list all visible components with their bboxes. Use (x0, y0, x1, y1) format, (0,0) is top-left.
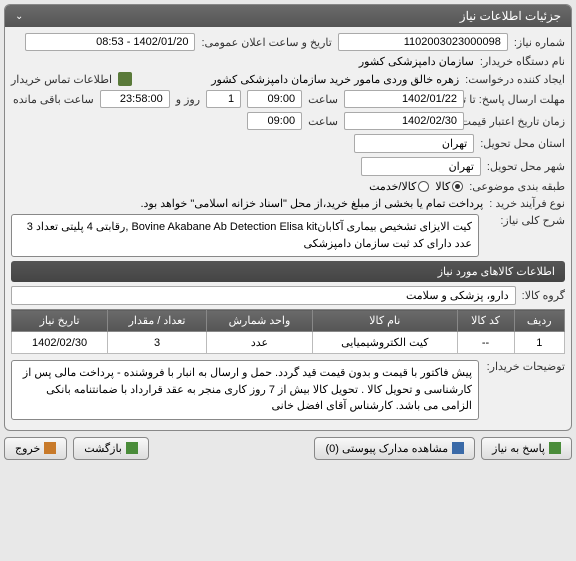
col-qty: تعداد / مقدار (108, 310, 207, 332)
buyer-notes-label: توضیحات خریدار: (485, 360, 565, 373)
category-goods-radio[interactable]: کالا (435, 180, 463, 193)
deadline-date: 1402/01/22 (344, 90, 464, 108)
need-desc-box: کیت الایزای تشخیص بیماری آکابانBovine Ak… (11, 214, 479, 257)
category-service-text: کالا/خدمت (369, 180, 416, 193)
public-datetime-field: 1402/01/20 - 08:53 (25, 33, 195, 51)
panel-header[interactable]: جزئیات اطلاعات نیاز ⌄ (5, 5, 571, 27)
exit-button[interactable]: خروج (4, 437, 67, 460)
items-section-header: اطلاعات کالاهای مورد نیاز (11, 261, 565, 282)
validity-time: 09:00 (247, 112, 302, 130)
back-label: بازگشت (84, 442, 122, 455)
buyer-value: سازمان دامپزشکی کشور (359, 55, 474, 68)
footer-bar: پاسخ به نیاز مشاهده مدارک پیوستی (0) باز… (4, 437, 572, 460)
respond-button[interactable]: پاسخ به نیاز (481, 437, 572, 460)
form-body: شماره نیاز: 1102003023000098 تاریخ و ساع… (5, 27, 571, 430)
validity-label: زمان تاریخ اعتبار قیمت: تا تاریخ: (470, 115, 565, 128)
attachments-icon (452, 442, 464, 454)
items-table: ردیف کد کالا نام کالا واحد شمارش تعداد /… (11, 309, 565, 354)
public-datetime-label: تاریخ و ساعت اعلان عمومی: (201, 36, 331, 49)
details-panel: جزئیات اطلاعات نیاز ⌄ شماره نیاز: 110200… (4, 4, 572, 431)
buyer-label: نام دستگاه خریدار: (480, 55, 565, 68)
deadline-time: 09:00 (247, 90, 302, 108)
back-icon (126, 442, 138, 454)
panel-title: جزئیات اطلاعات نیاز (460, 9, 561, 23)
cell-date: 1402/02/30 (12, 332, 108, 354)
validity-date: 1402/02/30 (344, 112, 464, 130)
need-desc-label: شرح کلی نیاز: (485, 214, 565, 227)
exit-icon (44, 442, 56, 454)
table-row[interactable]: 1 -- کیت الکتروشیمیایی عدد 3 1402/02/30 (12, 332, 565, 354)
requester-label: ایجاد کننده درخواست: (465, 73, 565, 86)
validity-time-label: ساعت (308, 115, 338, 128)
items-section-title: اطلاعات کالاهای مورد نیاز (438, 266, 555, 278)
chevron-down-icon: ⌄ (15, 11, 23, 22)
purchase-type-label: نوع فرآیند خرید : (489, 197, 565, 210)
cell-code: -- (457, 332, 514, 354)
respond-icon (549, 442, 561, 454)
category-service-radio[interactable]: کالا/خدمت (369, 180, 429, 193)
purchase-type-note: پرداخت تمام یا بخشی از مبلغ خرید،از محل … (140, 197, 483, 210)
col-date: تاریخ نیاز (12, 310, 108, 332)
need-number-field: 1102003023000098 (338, 33, 508, 51)
cell-unit: عدد (206, 332, 312, 354)
category-label: طبقه بندی موضوعی: (469, 180, 565, 193)
deadline-days: 1 (206, 90, 241, 108)
col-name: نام کالا (312, 310, 457, 332)
exit-label: خروج (15, 442, 40, 455)
delivery-city-label: استان محل تحویل: (480, 137, 565, 150)
remaining-time: 23:58:00 (100, 90, 170, 108)
group-label: گروه کالا: (522, 289, 565, 302)
col-unit: واحد شمارش (206, 310, 312, 332)
receive-city: تهران (361, 157, 481, 176)
cell-n: 1 (514, 332, 565, 354)
col-code: کد کالا (457, 310, 514, 332)
requester-value: زهره خالق وردی مامور خرید سازمان دامپزشک… (211, 73, 459, 86)
category-goods-text: کالا (435, 180, 450, 193)
radio-icon (452, 181, 463, 192)
contact-icon[interactable] (118, 72, 132, 86)
receive-city-label: شهر محل تحویل: (487, 160, 565, 173)
deadline-time-label: ساعت (308, 93, 338, 106)
radio-icon (418, 181, 429, 192)
respond-label: پاسخ به نیاز (492, 442, 545, 455)
col-row: ردیف (514, 310, 565, 332)
deadline-label: مهلت ارسال پاسخ: تا تاریخ: (470, 93, 565, 106)
buyer-notes-box: پیش فاکتور با قیمت و بدون قیمت قید گردد.… (11, 360, 479, 420)
day-and-label: روز و (176, 93, 200, 106)
remaining-label: ساعت باقی مانده (13, 93, 94, 106)
back-button[interactable]: بازگشت (73, 437, 149, 460)
cell-name: کیت الکتروشیمیایی (312, 332, 457, 354)
contact-label[interactable]: اطلاعات تماس خریدار (11, 73, 112, 86)
delivery-city: تهران (354, 134, 474, 153)
table-header-row: ردیف کد کالا نام کالا واحد شمارش تعداد /… (12, 310, 565, 332)
group-value: دارو، پزشکی و سلامت (11, 286, 516, 305)
attachments-label: مشاهده مدارک پیوستی (0) (325, 442, 448, 455)
cell-qty: 3 (108, 332, 207, 354)
attachments-button[interactable]: مشاهده مدارک پیوستی (0) (314, 437, 475, 460)
need-number-label: شماره نیاز: (514, 36, 565, 49)
